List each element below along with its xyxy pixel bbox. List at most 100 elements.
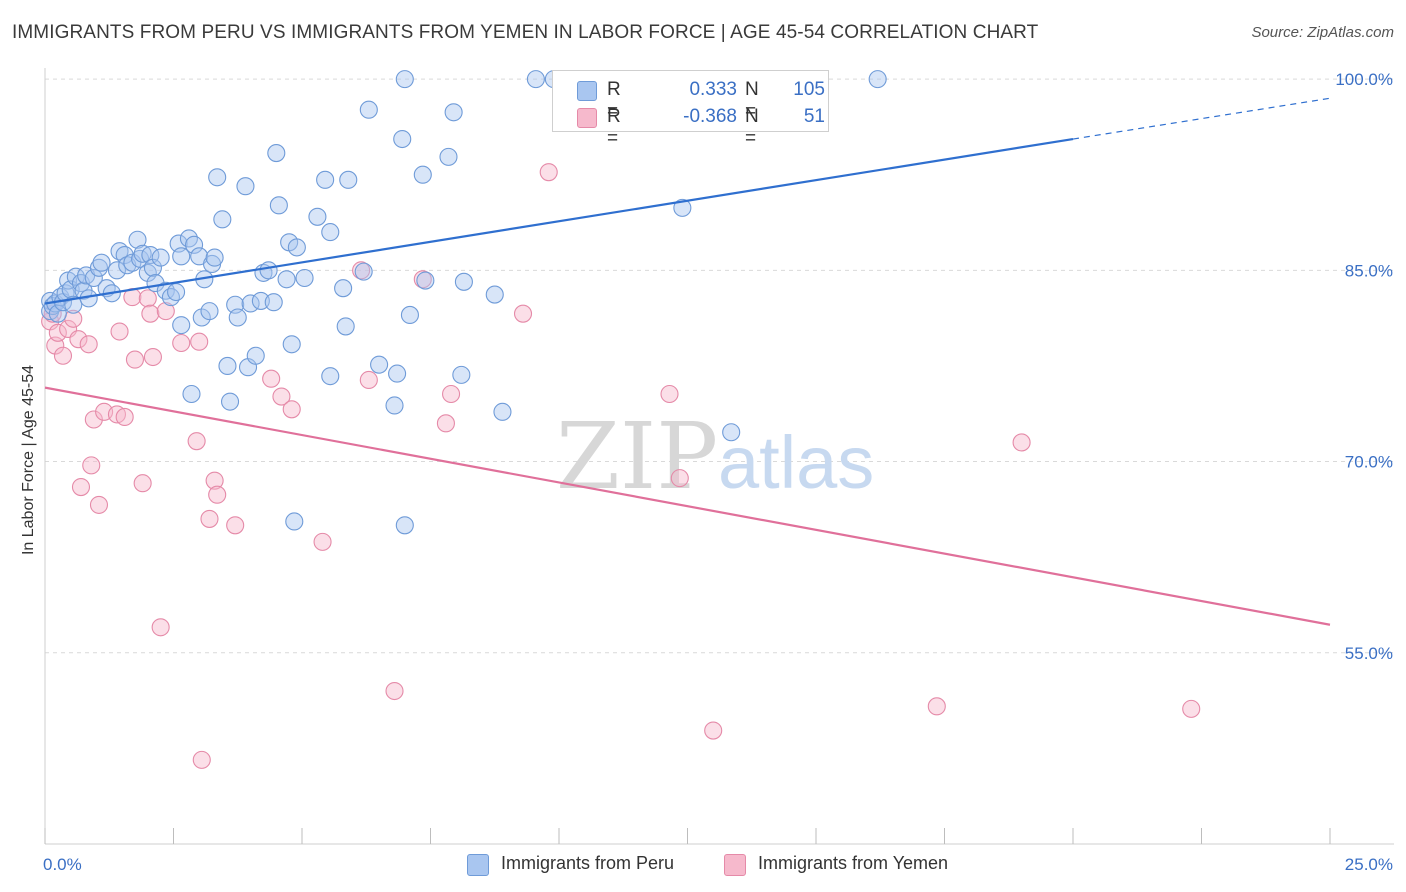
legend-r-label: R =	[607, 79, 621, 122]
yemen-point	[226, 516, 245, 535]
peru-point	[172, 316, 191, 335]
y-tick-label: 85.0%	[1345, 261, 1393, 280]
peru-point	[131, 249, 150, 268]
peru-point	[339, 170, 358, 189]
peru-point	[228, 308, 247, 327]
peru-point	[251, 291, 270, 310]
peru-point	[388, 364, 407, 383]
yemen-point	[660, 384, 679, 404]
yemen-point	[282, 400, 301, 419]
watermark-atlas: atlas	[718, 421, 874, 504]
peru-point	[673, 198, 692, 217]
peru-point	[321, 367, 340, 386]
yemen-points	[41, 163, 1201, 769]
peru-point	[493, 402, 512, 421]
peru-point	[295, 268, 314, 288]
yemen-point	[156, 302, 175, 321]
yemen-point	[513, 304, 533, 323]
legend-r-value: 0.333	[689, 79, 737, 100]
peru-point	[385, 396, 404, 415]
peru-point	[128, 230, 147, 249]
yemen-point	[1182, 699, 1201, 718]
yemen-trend-line	[44, 386, 1331, 626]
legend-n-label: N =	[745, 106, 759, 149]
peru-point	[336, 317, 355, 336]
zipatlas-watermark: ZIP atlas	[556, 403, 874, 510]
peru-point	[161, 288, 180, 307]
peru-point	[370, 355, 389, 374]
peru-point	[220, 392, 240, 411]
legend-r-value: -0.368	[683, 106, 737, 127]
yemen-point	[89, 495, 109, 514]
peru-points	[41, 70, 887, 535]
yemen-point	[143, 347, 162, 367]
peru-point	[92, 253, 111, 272]
peru-point	[395, 70, 414, 89]
yemen-point	[48, 323, 67, 342]
correlation-legend: R = 0.333 N = 105 R = -0.368 N = 51	[552, 70, 829, 149]
peru-point	[868, 70, 887, 89]
peru-point	[213, 210, 232, 229]
peru-point	[277, 270, 296, 289]
yemen-point	[539, 163, 558, 182]
peru-trend-line	[44, 137, 1074, 305]
peru-point	[218, 356, 237, 376]
peru-point	[269, 196, 288, 215]
peru-point	[151, 248, 170, 267]
yemen-point	[1012, 433, 1031, 452]
peru-point	[393, 129, 412, 149]
peru-point	[722, 423, 741, 442]
yemen-point	[670, 469, 689, 488]
peru-point	[264, 293, 283, 312]
yemen-point	[359, 370, 378, 390]
peru-point	[485, 285, 504, 304]
peru-point	[167, 282, 186, 302]
y-axis-label: In Labor Force | Age 45-54	[20, 364, 37, 556]
peru-point	[334, 279, 353, 298]
yemen-point	[313, 532, 332, 551]
peru-point	[452, 365, 471, 384]
legend-r-label: R =	[607, 106, 621, 149]
yemen-point	[71, 478, 91, 497]
yemen-point	[272, 387, 291, 406]
legend-n-value: 105	[793, 79, 825, 100]
peru-point	[359, 100, 378, 119]
yemen-point	[115, 407, 134, 426]
legend-n-value: 51	[803, 106, 825, 127]
y-tick-label: 100.0%	[1335, 70, 1393, 89]
yemen-point	[82, 456, 101, 475]
watermark-zip: ZIP	[556, 403, 718, 510]
yemen-point	[208, 485, 227, 504]
axes	[44, 68, 1394, 845]
peru-point	[205, 248, 224, 267]
peru-point	[526, 70, 545, 89]
peru-point	[84, 268, 103, 288]
yemen-point	[262, 369, 281, 388]
chart-title: IMMIGRANTS FROM PERU VS IMMIGRANTS FROM …	[12, 22, 1039, 43]
peru-point	[316, 170, 335, 189]
yemen-point	[436, 414, 455, 433]
y-tick-label: 55.0%	[1345, 644, 1393, 663]
yemen-point	[200, 509, 219, 528]
x-tick-label: 0.0%	[43, 855, 82, 874]
peru-point	[138, 263, 157, 282]
peru-point	[287, 238, 306, 257]
peru-point	[182, 384, 201, 404]
yemen-point	[172, 333, 191, 353]
peru-trend-extension	[1072, 97, 1331, 140]
peru-point	[400, 305, 419, 325]
yemen-point	[192, 750, 211, 769]
yemen-point	[151, 618, 170, 637]
yemen-point	[187, 432, 206, 451]
peru-point	[444, 103, 463, 122]
yemen-point	[53, 346, 73, 365]
peru-point	[185, 235, 204, 254]
peru-point	[246, 346, 265, 365]
yemen-swatch	[577, 108, 597, 128]
trend-lines	[44, 97, 1331, 626]
source-credit: Source: ZipAtlas.com	[1251, 24, 1394, 41]
peru-swatch	[577, 81, 597, 101]
x-tick-label: 25.0%	[1345, 855, 1393, 874]
peru-point	[259, 261, 278, 280]
